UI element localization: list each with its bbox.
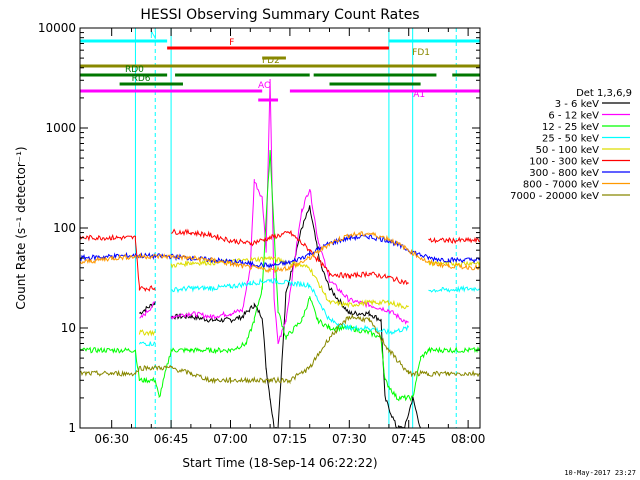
chart-title: HESSI Observing Summary Count Rates bbox=[140, 7, 419, 23]
legend-title: Det 1,3,6,9 bbox=[576, 88, 632, 99]
series-line-6-0 bbox=[79, 233, 481, 270]
x-tick-label-5: 07:45 bbox=[391, 432, 426, 446]
flag-label-rd6: RD6 bbox=[132, 74, 151, 84]
y-tick-label-4: 10000 bbox=[38, 21, 76, 35]
legend-label-0: 3 - 6 keV bbox=[555, 99, 599, 110]
timestamp: 10-May-2017 23:27 bbox=[564, 469, 636, 477]
x-tick-label-1: 06:45 bbox=[154, 432, 189, 446]
x-tick-label-4: 07:30 bbox=[332, 432, 367, 446]
x-tick-label-0: 06:30 bbox=[94, 432, 129, 446]
x-axis-label: Start Time (18-Sep-14 06:22:22) bbox=[182, 456, 377, 470]
y-tick-label-1: 10 bbox=[61, 321, 76, 335]
series-line-0-1 bbox=[170, 205, 422, 429]
flag-label-f: F bbox=[229, 38, 234, 48]
plot-frame bbox=[79, 27, 481, 429]
x-tick-label-3: 07:15 bbox=[273, 432, 308, 446]
series-line-3-1 bbox=[171, 277, 410, 336]
x-tick-label-2: 07:00 bbox=[213, 432, 248, 446]
series-line-3-2 bbox=[428, 284, 481, 293]
legend-label-1: 6 - 12 keV bbox=[548, 111, 599, 122]
series-line-7-0 bbox=[79, 231, 481, 274]
series-line-2-0 bbox=[79, 149, 481, 402]
series-line-5-1 bbox=[171, 228, 409, 286]
series-line-8-0 bbox=[79, 314, 481, 385]
flag-label-ao: AO bbox=[258, 81, 271, 91]
flag-label-rd0: RD0 bbox=[125, 65, 144, 75]
series-line-5-0 bbox=[79, 233, 156, 293]
series-line-1-1 bbox=[170, 78, 409, 345]
legend-label-6: 300 - 800 keV bbox=[529, 168, 599, 179]
flag-label-a1: A1 bbox=[413, 90, 425, 100]
series-line-3-0 bbox=[138, 341, 156, 347]
series-line-4-0 bbox=[138, 329, 156, 337]
axes-layer: 06:30 06:45 07:00 07:15 07:30 07:45 08:00 1 10 10… bbox=[38, 21, 486, 446]
y-tick-label-2: 100 bbox=[53, 221, 76, 235]
legend-label-2: 12 - 25 keV bbox=[542, 122, 599, 133]
legend-label-7: 800 - 7000 keV bbox=[523, 180, 599, 191]
y-tick-label-3: 1000 bbox=[45, 121, 76, 135]
y-axis-label: Count Rate (s⁻¹ detector⁻¹) bbox=[14, 146, 28, 309]
x-tick-label-6: 08:00 bbox=[451, 432, 486, 446]
flag-label-fd1: FD1 bbox=[412, 48, 430, 58]
flag-label-fd2: FD2 bbox=[262, 56, 280, 66]
y-tick-label-0: 1 bbox=[68, 421, 76, 435]
series-line-1-0 bbox=[139, 301, 156, 319]
legend-label-8: 7000 - 20000 keV bbox=[510, 191, 599, 202]
legend-label-5: 100 - 300 keV bbox=[529, 157, 599, 168]
series-line-5-2 bbox=[428, 236, 481, 244]
series-line-4-2 bbox=[428, 259, 481, 267]
legend-label-4: 50 - 100 keV bbox=[536, 145, 600, 156]
flag-label-n: N bbox=[150, 31, 157, 41]
legend-label-3: 25 - 50 keV bbox=[542, 134, 599, 145]
